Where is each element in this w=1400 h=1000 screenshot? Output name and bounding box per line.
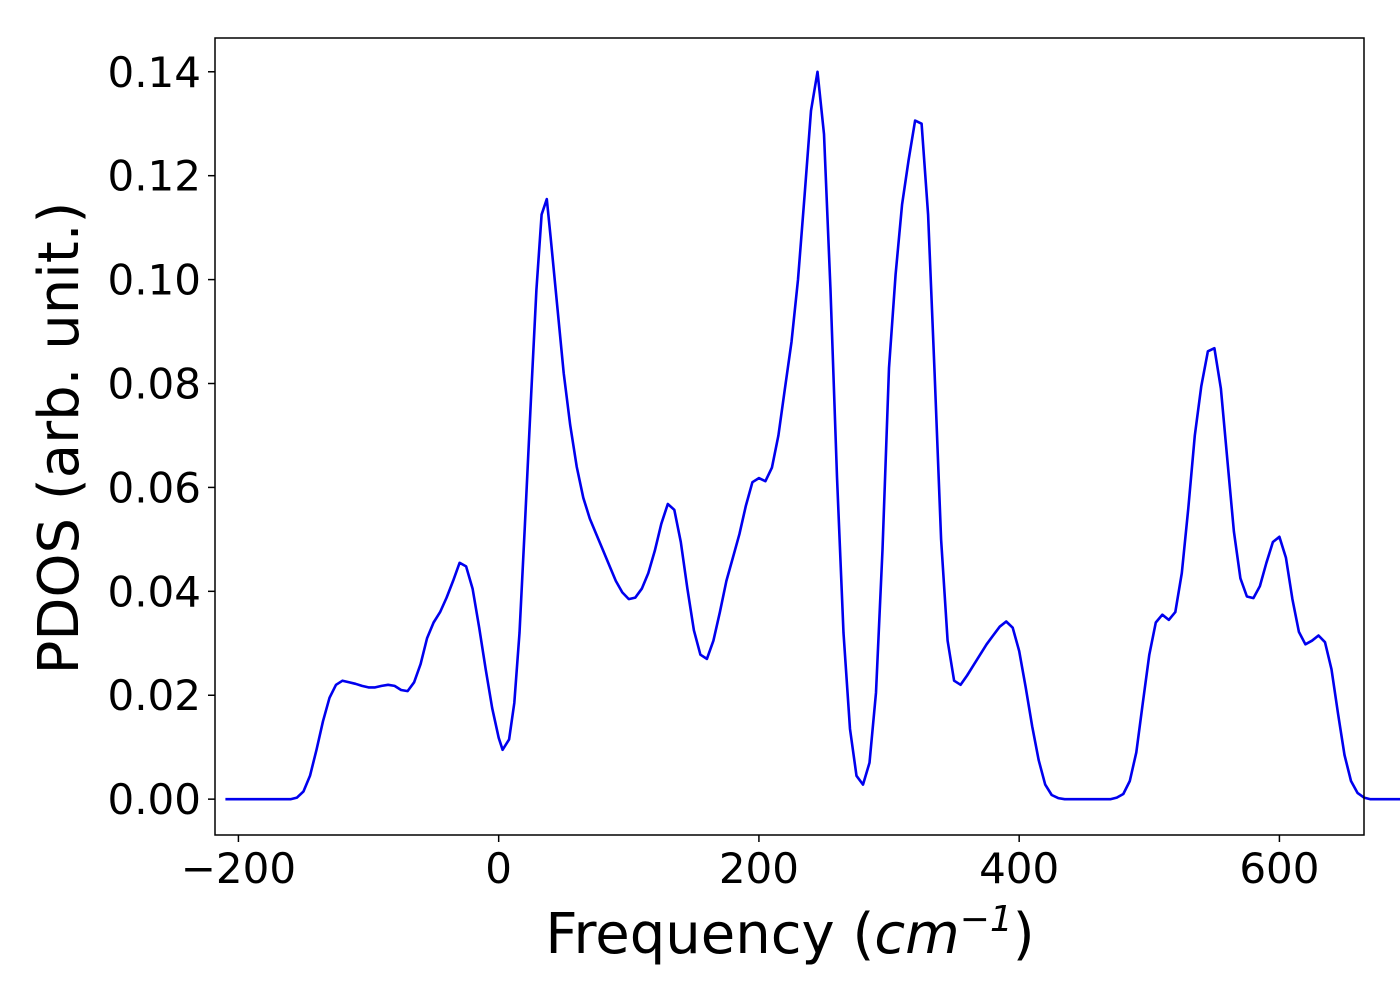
x-tick-label: −200 (181, 844, 296, 893)
x-tick-label: 400 (979, 844, 1059, 893)
y-tick-label: 0.06 (107, 463, 201, 512)
plot-frame (214, 37, 1365, 836)
y-tick-label: 0.04 (107, 567, 201, 616)
y-tick-label: 0.10 (107, 256, 201, 305)
x-tick-label: 200 (719, 844, 799, 893)
plot-area (225, 70, 1400, 801)
x-tick-label: 600 (1239, 844, 1319, 893)
x-axis: −200 0 200 400 600 (181, 835, 1320, 893)
pdos-line (225, 70, 1400, 801)
y-tick-label: 0.00 (107, 775, 201, 824)
y-axis-label: PDOS (arb. unit.) (27, 202, 92, 675)
y-tick-label: 0.12 (107, 152, 201, 201)
y-tick-label: 0.02 (107, 671, 201, 720)
x-axis-label: Frequency (cm−1) (545, 899, 1034, 967)
y-tick-label: 0.08 (107, 360, 201, 409)
x-tick-label: 0 (485, 844, 512, 893)
y-tick-label: 0.14 (107, 48, 201, 97)
y-axis: 0.00 0.02 0.04 0.06 0.08 0.10 0.12 0.14 (107, 48, 215, 824)
